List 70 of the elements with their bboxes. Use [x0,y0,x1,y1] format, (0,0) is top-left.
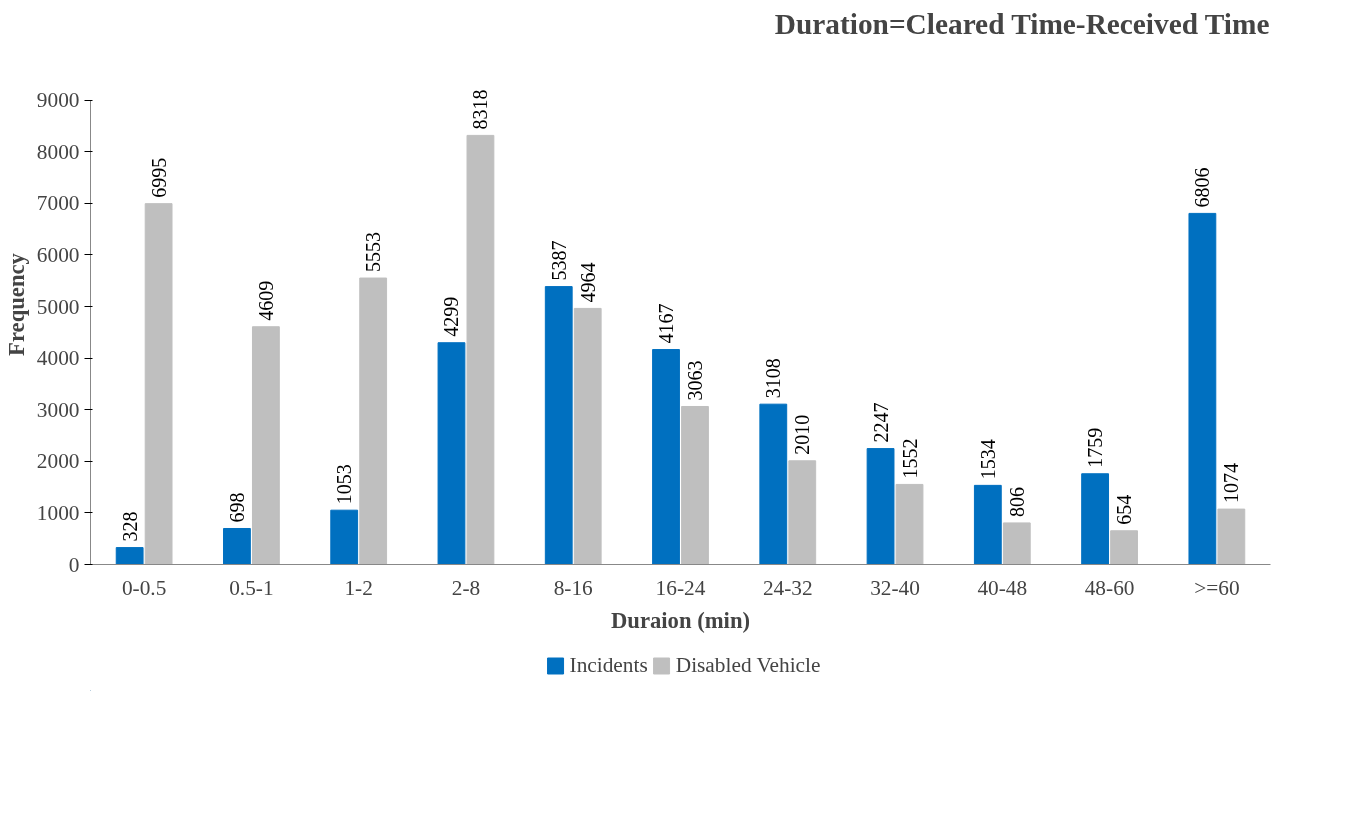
data-label: 1759 [1084,427,1107,468]
data-label: 3108 [762,358,785,399]
x-tick-label: 40-48 [977,575,1028,600]
data-label: 1053 [333,464,356,505]
data-label: 8318 [469,89,492,130]
y-tick-label: 8000 [36,139,80,164]
data-label: 5553 [362,232,385,273]
data-label: 4299 [440,296,463,337]
y-tick-label: 5000 [36,294,80,319]
y-tick-label: 9000 [36,88,80,113]
chart-title: Duration=Cleared Time-Received Time [774,7,1270,40]
x-tick-label: 2-8 [451,575,481,600]
data-label: 4167 [655,303,678,344]
data-label: 6806 [1191,167,1214,208]
data-label: 1074 [1220,463,1243,504]
bar [144,203,173,565]
bar [681,405,709,565]
legend-label: Disabled Vehicle [675,652,821,678]
data-label: 6995 [147,157,170,198]
y-tick-label: 2000 [36,449,80,474]
x-tick-label: 0.5-1 [229,575,274,600]
bar [759,403,788,565]
bar [466,134,495,565]
bar [223,527,251,565]
data-label: 2247 [869,402,892,443]
data-label: 1534 [976,439,999,480]
y-tick-label: 7000 [36,191,80,216]
bar [1002,522,1031,565]
x-tick-label: 24-32 [762,575,813,600]
bar [573,307,602,565]
x-tick-label: 16-24 [655,575,706,600]
data-label: 5387 [547,240,570,281]
data-label: 4964 [576,262,599,303]
bar [866,448,895,565]
y-tick-label: 6000 [36,242,80,267]
bar [251,326,280,565]
bar [788,460,817,565]
data-label: 328 [118,511,141,542]
data-label: 1552 [898,438,921,479]
bar [359,277,388,565]
data-label: 3063 [683,360,706,401]
bar [330,509,359,565]
x-tick-label: 32-40 [870,575,920,600]
bar [973,484,1002,565]
bar [437,342,466,565]
y-tick-label: 0 [68,552,80,577]
bar [115,547,144,565]
x-tick-label: 1-2 [344,575,373,600]
data-label: 698 [225,492,248,523]
data-label: 2010 [791,414,814,455]
x-tick-label: 48-60 [1084,575,1135,600]
data-label: 4609 [254,280,277,321]
bar [1188,212,1217,565]
y-tick-label: 1000 [36,500,80,525]
bar [544,286,573,565]
x-tick-label: >=60 [1194,575,1240,600]
bar [895,483,924,565]
legend-label: Incidents [569,652,648,678]
bar [1081,473,1110,565]
data-label: 806 [1005,486,1028,517]
y-tick-label: 4000 [36,346,80,371]
bar [1110,530,1138,565]
bar [652,349,680,565]
y-axis-title: Frequency [3,252,29,356]
x-tick-label: 0-0.5 [121,575,167,600]
y-tick-label: 3000 [36,397,80,422]
x-tick-label: 8-16 [553,575,594,600]
bar [1217,508,1246,565]
x-axis-title: Duraion (min) [610,607,751,633]
data-label: 654 [1113,494,1136,525]
